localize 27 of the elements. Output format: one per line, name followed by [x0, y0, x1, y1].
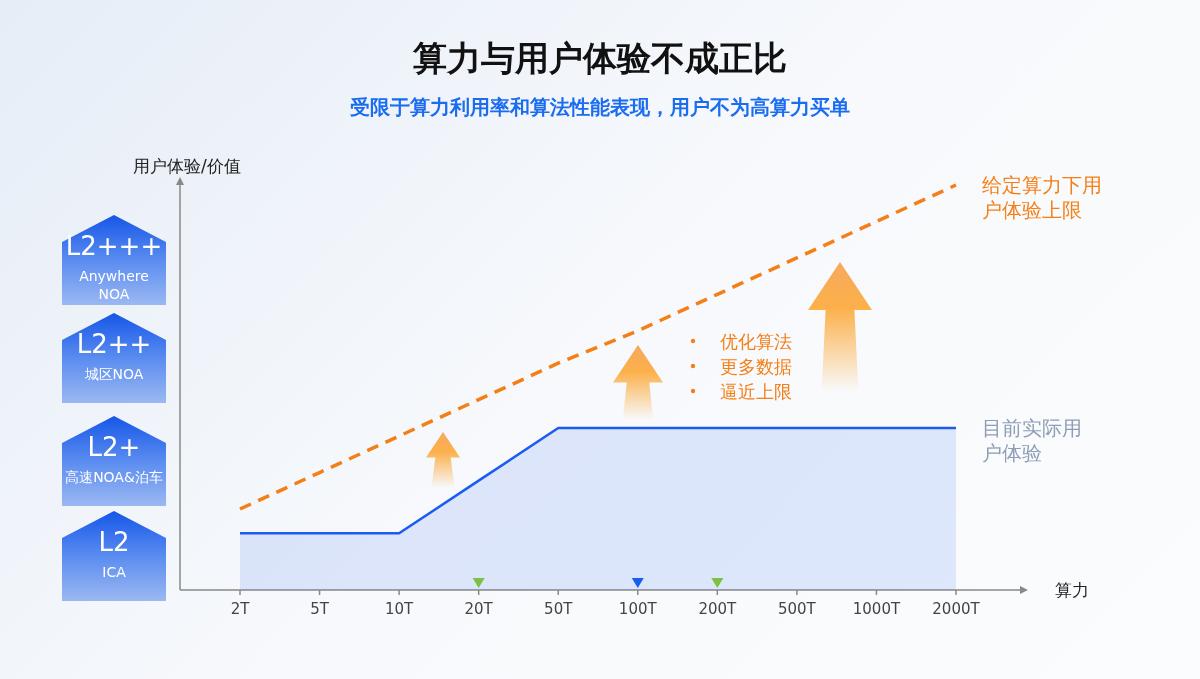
- x-tick-label: 2000T: [931, 600, 981, 618]
- x-tick-label: 5T: [309, 600, 330, 618]
- text: L2++: [75, 329, 153, 359]
- text: L2+++: [64, 231, 164, 261]
- y-axis-title: 用户体验/价值: [133, 155, 241, 178]
- annotation: 更多数据: [720, 355, 792, 379]
- x-tick-label: 100T: [617, 600, 658, 618]
- x-axis-title: 算力: [1055, 579, 1089, 602]
- chart-subtitle: 受限于算力利用率和算法性能表现，用户不为高算力买单: [349, 94, 851, 121]
- x-tick-label: 200T: [697, 600, 738, 618]
- x-tick-label: 1000T: [851, 600, 902, 618]
- x-tick-label: 500T: [776, 600, 817, 618]
- x-tick-label: 2T: [229, 600, 251, 618]
- text: 城区NOA: [83, 365, 145, 383]
- x-tick-label: 20T: [463, 600, 494, 618]
- series-label: 目前实际用户体验: [982, 416, 1083, 466]
- text: L2+: [86, 432, 142, 462]
- chart-title: 算力与用户体验不成正比: [412, 37, 788, 80]
- text: ICA: [101, 563, 127, 581]
- x-tick-label: 50T: [543, 600, 574, 618]
- text: 高速NOA&泊车: [64, 468, 164, 486]
- text: L2: [97, 527, 131, 557]
- text: Anywhere NOA: [78, 267, 150, 303]
- annotation: 优化算法: [720, 330, 792, 354]
- annotation: 逼近上限: [720, 380, 792, 404]
- series-label: 给定算力下用户体验上限: [982, 173, 1103, 223]
- x-tick-label: 10T: [384, 600, 415, 618]
